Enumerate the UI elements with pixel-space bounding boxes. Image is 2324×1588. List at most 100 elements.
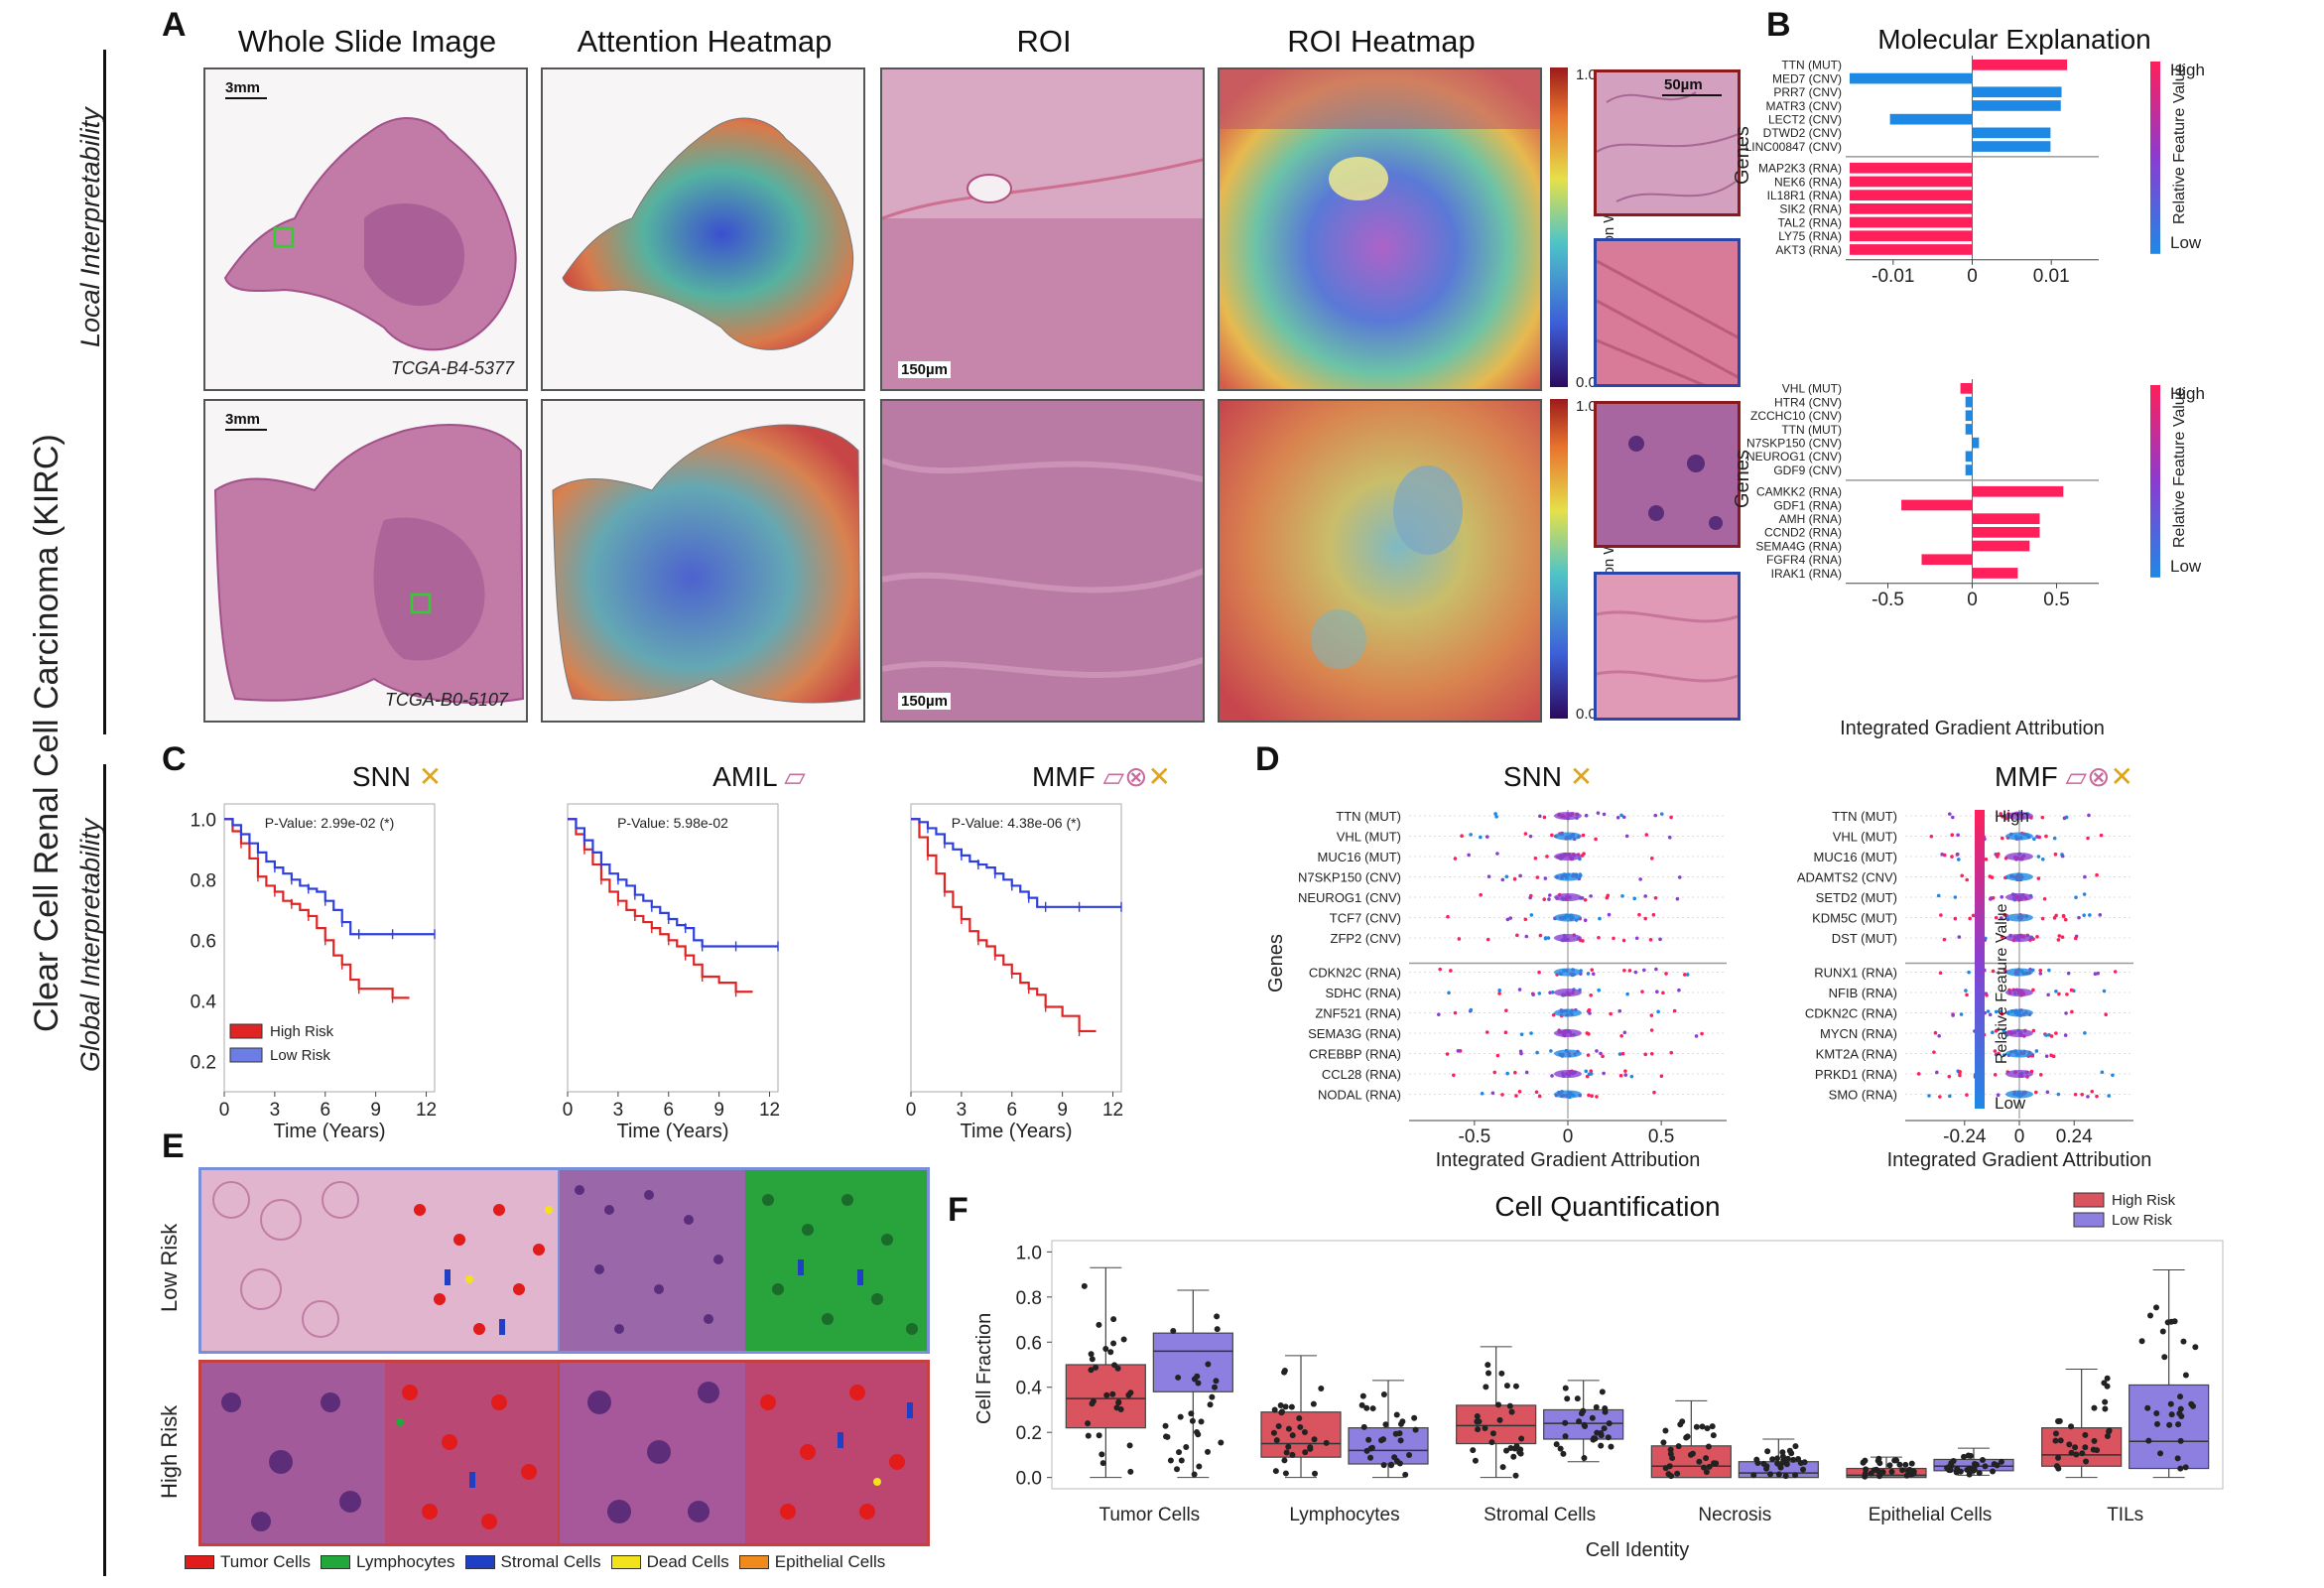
point-high-risk-lymphocytes-4 <box>1311 1436 1318 1443</box>
local-interpretability-label: Local Interpretability <box>75 107 105 347</box>
gene-label-lect2-cnv: LECT2 (CNV) <box>1768 113 1842 127</box>
point-high-risk-tumor-cells-11 <box>1096 1432 1102 1439</box>
xtick-label-b1-2: 0.5 <box>2043 590 2069 610</box>
point-low-risk-epithelial-cells-23 <box>1991 1461 1998 1468</box>
swarm-core-d1-1 <box>2005 832 2033 841</box>
bar-il18r1-rna <box>1849 190 1973 200</box>
point-low-risk-lymphocytes-1 <box>1360 1423 1367 1430</box>
point-high-risk-lymphocytes-22 <box>1310 1400 1317 1407</box>
xtick-label-c2-0: 0 <box>906 1100 917 1121</box>
swarm-point-d1-8-10 <box>2069 988 2074 992</box>
swarm-point-d0-13-16 <box>1652 1090 1656 1095</box>
box-low-risk-lymphocytes <box>1348 1427 1429 1465</box>
point-low-risk-epithelial-cells-27 <box>1954 1465 1961 1472</box>
point-low-risk-lymphocytes-13 <box>1369 1405 1376 1412</box>
point-high-risk-stromal-cells-3 <box>1470 1447 1477 1454</box>
ytick-label-f-4: 0.8 <box>1016 1288 1042 1309</box>
ytick-label-f-0: 0.0 <box>1016 1469 1042 1490</box>
panel-c-title-amil: AMIL ▱ <box>685 760 834 793</box>
panel-c-title-snn-text: SNN <box>351 761 411 792</box>
point-high-risk-lymphocytes-12 <box>1272 1468 1279 1475</box>
swarm-point-d1-13-18 <box>1927 1094 1931 1098</box>
swarm-core-d0-3 <box>1554 872 1582 881</box>
slide-icon: ▱ <box>784 761 806 792</box>
point-high-risk-tumor-cells-19 <box>1081 1282 1088 1289</box>
swarm-point-d0-8-5 <box>1677 988 1681 992</box>
point-low-risk-tils-18 <box>2175 1421 2182 1428</box>
dna-icon-4: ✕ <box>2110 761 2133 792</box>
swarm-point-d1-5-8 <box>2000 916 2003 920</box>
point-low-risk-tumor-cells-2 <box>1176 1449 1183 1456</box>
swarm-point-d1-9-5 <box>2000 1011 2004 1016</box>
swarm-point-d0-1-19 <box>1469 833 1473 837</box>
xtick-label-c0-0: 0 <box>219 1100 230 1121</box>
point-high-risk-lymphocytes-15 <box>1288 1403 1295 1410</box>
swarm-point-d1-10-21 <box>2031 1028 2036 1033</box>
point-high-risk-tumor-cells-27 <box>1089 1356 1096 1363</box>
xlabel-f: Cell Identity <box>1586 1539 1690 1561</box>
bar-gdf9-cnv <box>1965 464 1973 475</box>
swarm-point-d0-13-9 <box>1490 1091 1495 1096</box>
gene-label-ly75-rna: LY75 (RNA) <box>1778 229 1842 243</box>
swarm-point-d0-0-7 <box>1538 814 1542 819</box>
point-high-risk-tils-29 <box>2079 1450 2086 1457</box>
swarm-point-d1-4-1 <box>2082 892 2087 896</box>
swarm-point-d0-12-20 <box>1513 1070 1517 1075</box>
low-risk-tile-2 <box>558 1167 930 1354</box>
point-high-risk-necrosis-13 <box>1704 1425 1711 1432</box>
bar-zcchc10-cnv <box>1965 410 1973 422</box>
point-high-risk-stromal-cells-11 <box>1512 1472 1519 1479</box>
legend-swatch-tumor-cells <box>185 1555 214 1569</box>
point-high-risk-epithelial-cells-18 <box>1891 1457 1898 1464</box>
fusion-icon-2: ▱⊗ <box>2065 761 2111 792</box>
point-low-risk-stromal-cells-25 <box>1562 1433 1569 1440</box>
swarm-point-d1-6-20 <box>2060 935 2065 940</box>
panel-letter-f: F <box>948 1191 968 1229</box>
dna-icon-2: ✕ <box>1147 761 1171 792</box>
swarm-point-d1-6-22 <box>2056 938 2061 942</box>
bar-amh-rna <box>1972 513 2040 524</box>
gene-label-zfp2-cnv-d0: ZFP2 (CNV) <box>1331 931 1402 946</box>
swarm-point-d1-7-21 <box>2047 968 2051 973</box>
gene-label-irak1-rna: IRAK1 (RNA) <box>1771 567 1842 581</box>
box-low-risk-tumor-cells <box>1152 1332 1233 1392</box>
point-low-risk-stromal-cells-3 <box>1606 1420 1613 1427</box>
swarm-point-d0-8-23 <box>1597 988 1601 992</box>
gene-label-runx1-rna-d1: RUNX1 (RNA) <box>1814 966 1897 981</box>
fusion-icon: ▱⊗ <box>1102 761 1148 792</box>
swarm-point-d0-8-9 <box>1550 991 1555 994</box>
swarm-point-d0-3-21 <box>1512 876 1517 881</box>
swarm-point-d0-10-2 <box>1485 1030 1489 1034</box>
point-high-risk-necrosis-27 <box>1677 1421 1684 1428</box>
swarm-point-d0-9-5 <box>1588 1011 1592 1015</box>
swarm-point-d0-3-14 <box>1638 877 1642 881</box>
swarm-point-d1-6-0 <box>1957 935 1962 939</box>
swarm-point-d0-5-6 <box>1446 914 1450 919</box>
km-frame-1 <box>567 803 779 1093</box>
swarm-point-d1-10-4 <box>2083 1031 2087 1035</box>
point-low-risk-tils-25 <box>2168 1411 2175 1418</box>
swarm-point-d0-8-8 <box>1589 993 1594 997</box>
point-high-risk-tils-4 <box>2083 1458 2090 1465</box>
point-high-risk-stromal-cells-28 <box>1498 1370 1505 1377</box>
gene-label-dtwd2-cnv: DTWD2 (CNV) <box>1763 126 1842 140</box>
point-high-risk-tils-20 <box>2072 1444 2079 1451</box>
swarm-point-d0-5-23 <box>1651 912 1656 917</box>
point-high-risk-tumor-cells-12 <box>1099 1460 1106 1467</box>
swarm-point-d1-7-12 <box>2002 968 2007 973</box>
swarm-point-d1-8-5 <box>1965 992 1969 997</box>
xlabel-c0: Time (Years) <box>274 1121 386 1142</box>
swarm-point-d1-2-24 <box>1996 855 2000 859</box>
point-high-risk-tumor-cells-0 <box>1126 1442 1133 1449</box>
swarm-point-d1-1-24 <box>2086 836 2090 841</box>
point-low-risk-tils-0 <box>2180 1338 2187 1345</box>
xtick-label-c0-4: 12 <box>416 1100 437 1121</box>
swarm-point-d1-2-10 <box>2053 852 2058 857</box>
swarm-point-d1-13-2 <box>1948 1094 1952 1099</box>
point-low-risk-epithelial-cells-24 <box>1982 1463 1989 1470</box>
point-high-risk-necrosis-1 <box>1667 1446 1674 1453</box>
point-high-risk-stromal-cells-17 <box>1506 1402 1513 1409</box>
point-low-risk-stromal-cells-12 <box>1598 1432 1605 1439</box>
point-low-risk-tumor-cells-1 <box>1177 1413 1184 1420</box>
swarm-point-d1-1-20 <box>2035 835 2039 839</box>
